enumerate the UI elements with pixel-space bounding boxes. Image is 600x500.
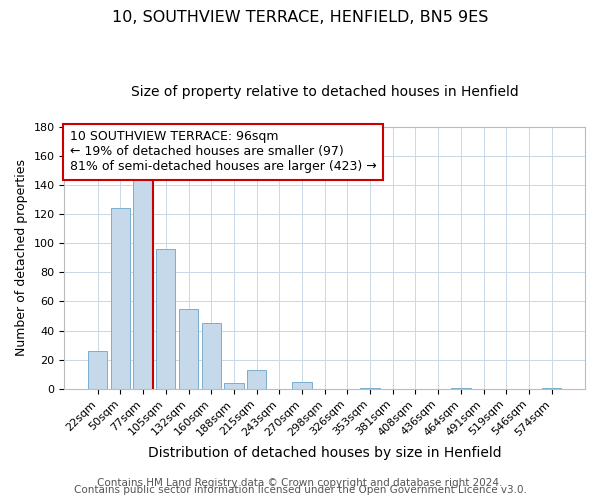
- Bar: [451, 388, 470, 389]
- Text: 10, SOUTHVIEW TERRACE, HENFIELD, BN5 9ES: 10, SOUTHVIEW TERRACE, HENFIELD, BN5 9ES: [112, 10, 488, 25]
- Bar: [202, 324, 221, 389]
- Bar: [292, 382, 311, 389]
- X-axis label: Distribution of detached houses by size in Henfield: Distribution of detached houses by size …: [148, 446, 502, 460]
- Text: Contains public sector information licensed under the Open Government Licence v3: Contains public sector information licen…: [74, 485, 526, 495]
- Bar: [361, 388, 380, 389]
- Title: Size of property relative to detached houses in Henfield: Size of property relative to detached ho…: [131, 85, 518, 99]
- Text: 10 SOUTHVIEW TERRACE: 96sqm
← 19% of detached houses are smaller (97)
81% of sem: 10 SOUTHVIEW TERRACE: 96sqm ← 19% of det…: [70, 130, 376, 174]
- Text: Contains HM Land Registry data © Crown copyright and database right 2024.: Contains HM Land Registry data © Crown c…: [97, 478, 503, 488]
- Bar: [133, 174, 153, 389]
- Bar: [247, 370, 266, 389]
- Bar: [542, 388, 562, 389]
- Y-axis label: Number of detached properties: Number of detached properties: [15, 160, 28, 356]
- Bar: [224, 383, 244, 389]
- Bar: [156, 249, 175, 389]
- Bar: [179, 309, 198, 389]
- Bar: [111, 208, 130, 389]
- Bar: [88, 351, 107, 389]
